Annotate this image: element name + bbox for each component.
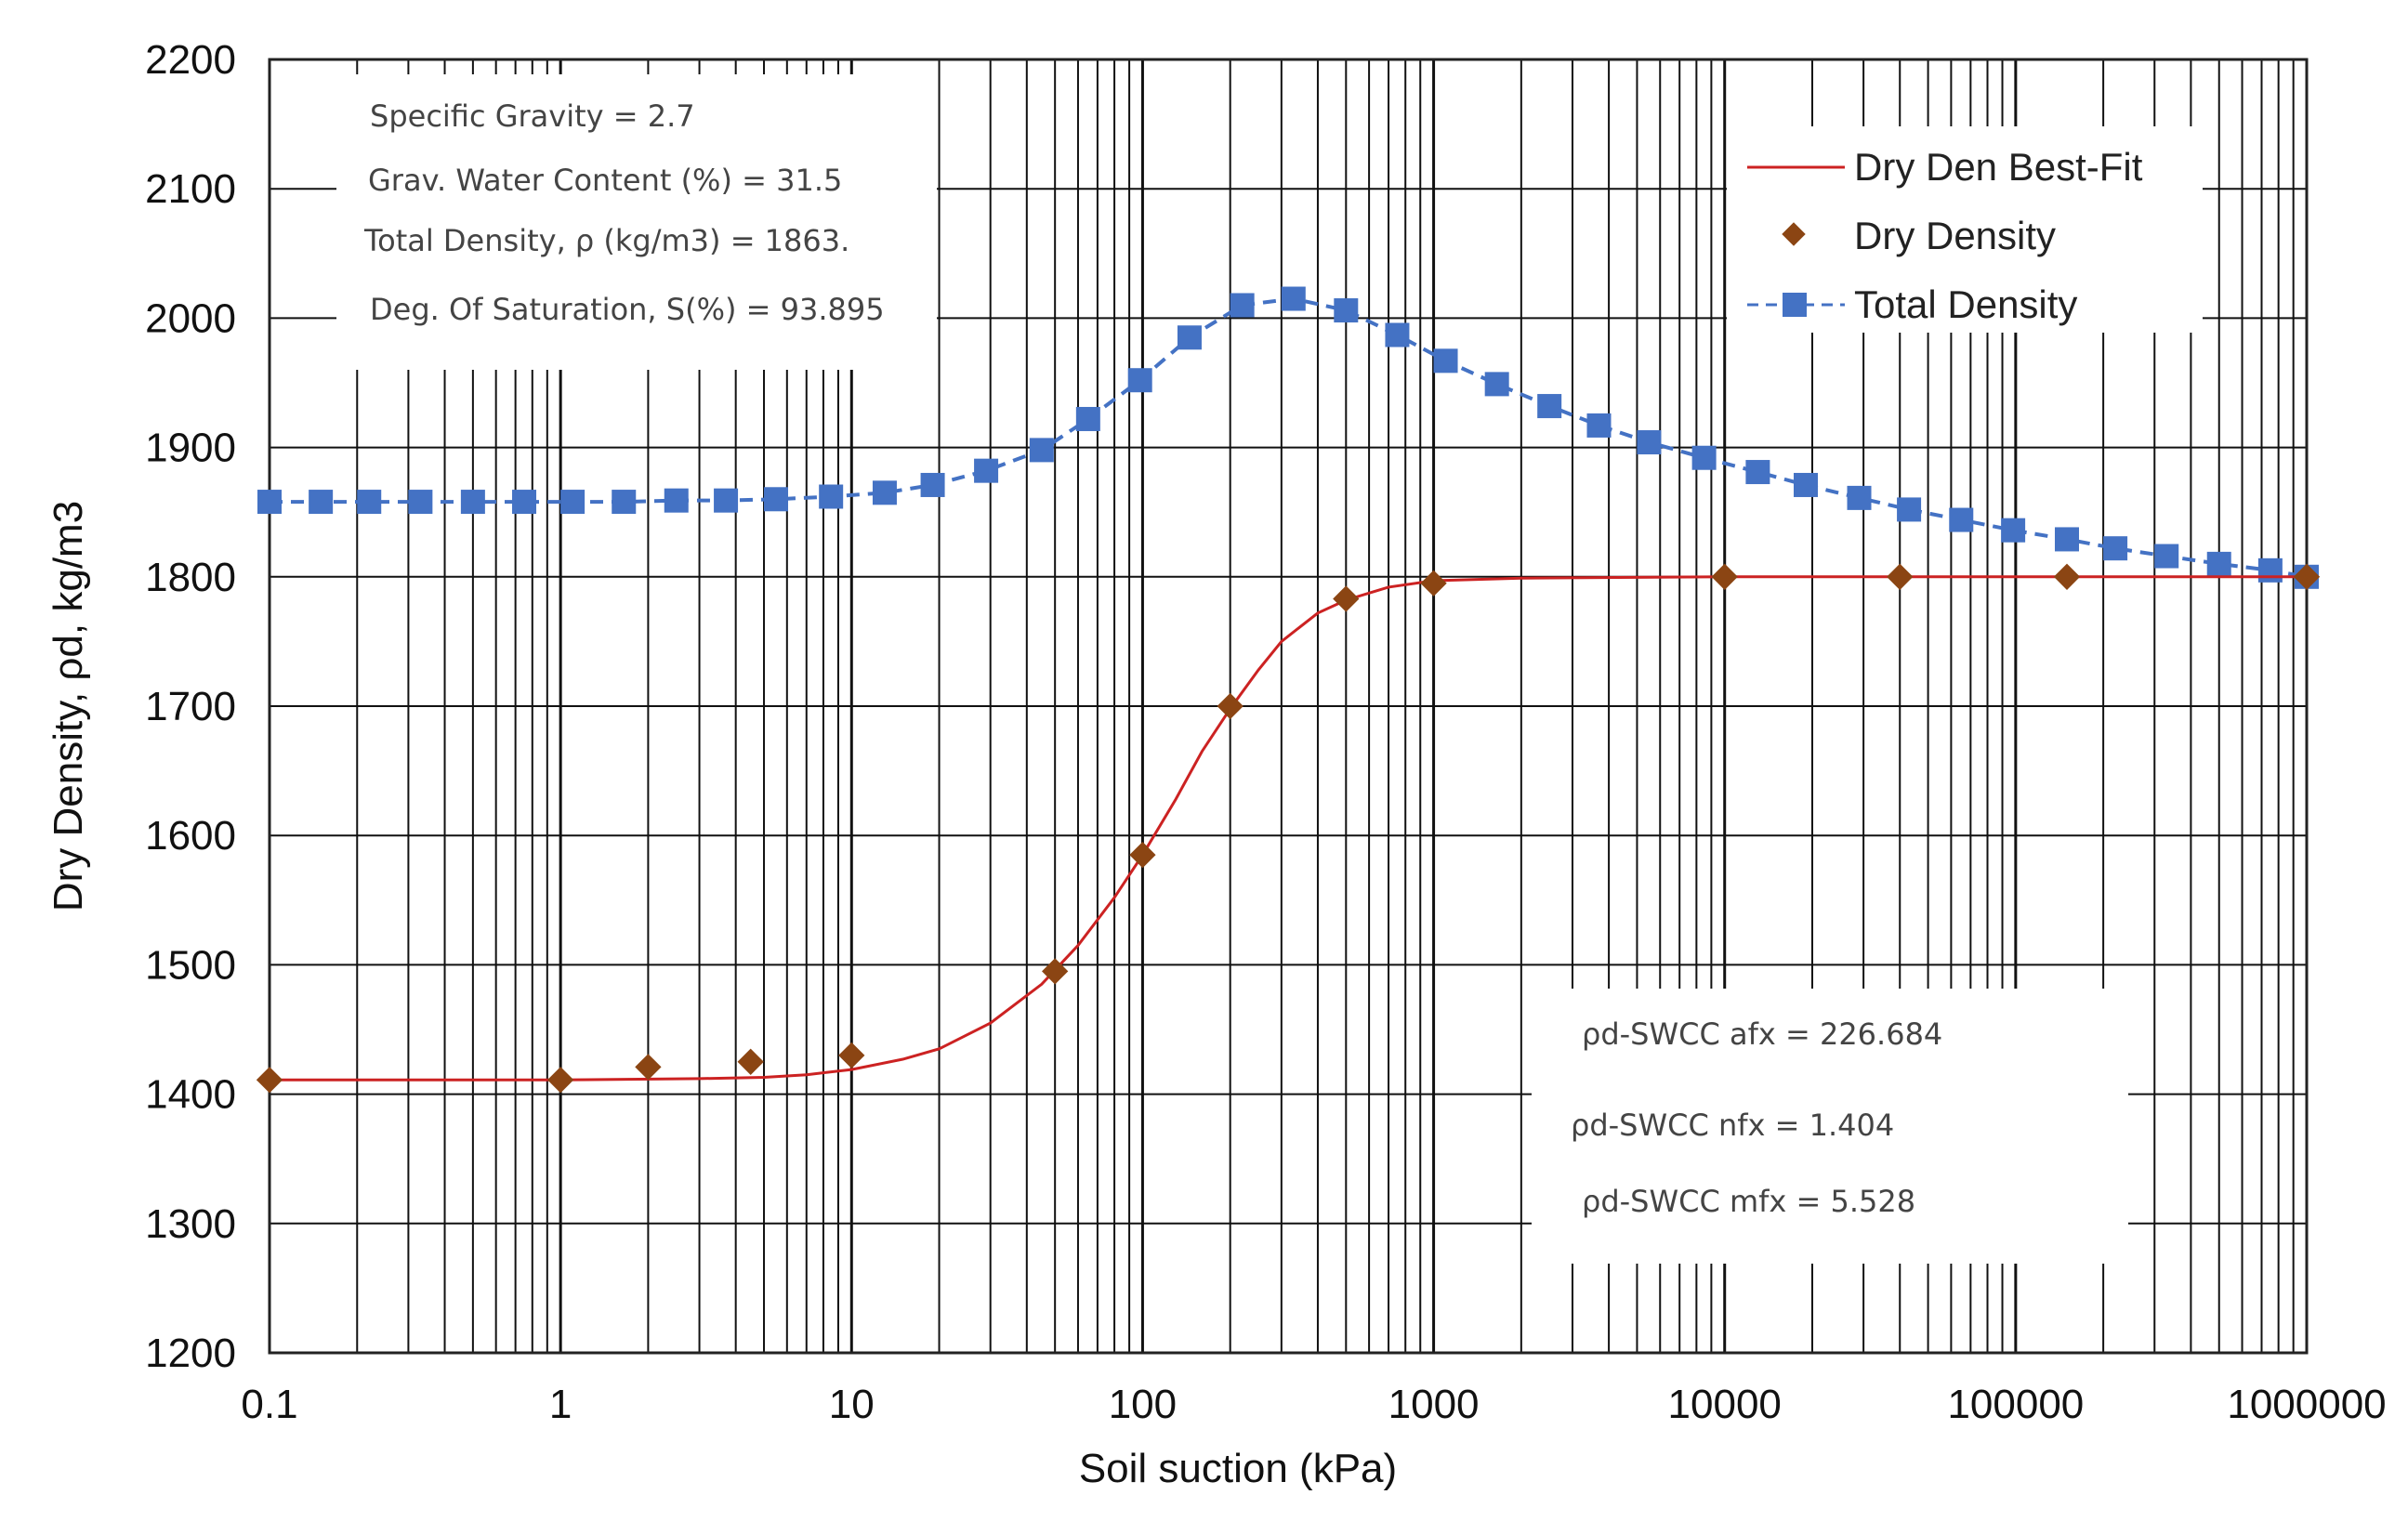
total-density-point — [309, 490, 334, 515]
total-density-point — [1745, 460, 1770, 485]
total-density-point — [460, 490, 485, 515]
x-tick-label-7: 1000000 — [2227, 1382, 2386, 1427]
total-density-point — [512, 490, 537, 515]
total-density-point — [1075, 406, 1100, 431]
x-tick-label-0: 0.1 — [241, 1382, 297, 1427]
total-density-point — [819, 484, 844, 509]
properties-annotation: Specific Gravity = 2.7 Grav. Water Conte… — [336, 74, 937, 370]
y-tick-label-5: 1700 — [145, 684, 236, 729]
dry-density-point — [635, 1054, 662, 1081]
total-density-point — [1334, 298, 1359, 323]
total-density-point — [257, 490, 282, 515]
x-tick-label-2: 10 — [829, 1382, 875, 1427]
y-tick-label-0: 1200 — [145, 1331, 236, 1376]
total-density-point — [763, 487, 788, 512]
total-density-point — [714, 488, 739, 513]
swcc-afx-text: ρd-SWCC afx = 226.684 — [1582, 1016, 1942, 1052]
total-density-point — [1385, 322, 1410, 347]
x-tick-labels: 0.1 1 10 100 1000 10000 100000 1000000 — [241, 1382, 2386, 1427]
total-density-point — [357, 490, 382, 515]
total-density-point — [664, 488, 689, 513]
total-density-point — [2206, 551, 2231, 576]
series-layer — [256, 286, 2321, 1094]
total-density-point — [1177, 325, 1202, 350]
total-density-point — [1794, 472, 1819, 497]
total-density-point — [560, 490, 586, 515]
y-tick-label-7: 1900 — [145, 426, 236, 471]
y-tick-label-3: 1500 — [145, 942, 236, 988]
dry-density-point — [1420, 570, 1447, 597]
swcc-parameters-annotation: ρd-SWCC afx = 226.684 ρd-SWCC nfx = 1.40… — [1532, 989, 2128, 1264]
x-tick-label-6: 100000 — [1947, 1382, 2084, 1427]
x-tick-label-5: 10000 — [1668, 1382, 1782, 1427]
y-tick-label-4: 1600 — [145, 813, 236, 859]
total-density-text: Total Density, ρ (kg/m3) = 1863. — [363, 223, 849, 258]
dry-density-point — [2053, 563, 2081, 590]
dry-density-point — [1217, 692, 1243, 720]
total-density-point — [1586, 413, 1612, 438]
y-tick-label-8: 2000 — [145, 295, 236, 341]
dry-density-point — [737, 1048, 764, 1075]
dry-density-point — [1042, 958, 1069, 985]
dry-density-point — [1711, 563, 1738, 590]
legend-best-fit-label: Dry Den Best-Fit — [1854, 145, 2143, 189]
total-density-point — [1537, 394, 1562, 419]
swcc-mfx-text: ρd-SWCC mfx = 5.528 — [1582, 1184, 1915, 1219]
total-density-point — [872, 480, 897, 505]
dry-density-point — [1129, 841, 1156, 869]
total-density-point — [2103, 536, 2128, 561]
total-density-point — [1637, 430, 1662, 455]
swcc-nfx-text: ρd-SWCC nfx = 1.404 — [1571, 1108, 1894, 1143]
total-density-point — [1897, 497, 1922, 522]
y-tick-label-2: 1400 — [145, 1072, 236, 1118]
total-density-point — [1127, 368, 1152, 393]
total-density-point — [2154, 544, 2179, 569]
total-density-point — [612, 490, 637, 515]
total-density-point — [2001, 518, 2026, 543]
total-density-point — [920, 472, 945, 497]
y-tick-labels: 1200 1300 1400 1500 1600 1700 1800 1900 2000 2100… — [145, 37, 236, 1376]
x-tick-label-3: 100 — [1109, 1382, 1177, 1427]
legend-dry-density-label: Dry Density — [1854, 214, 2056, 257]
y-tick-label-6: 1800 — [145, 555, 236, 600]
total-density-point — [1691, 445, 1717, 470]
dry-density-point — [838, 1042, 865, 1069]
plot-area-frame — [268, 58, 2309, 1355]
total-density-point — [1949, 507, 1974, 532]
specific-gravity-text: Specific Gravity = 2.7 — [370, 98, 695, 134]
y-tick-label-9: 2100 — [145, 166, 236, 212]
total-density-point — [2054, 527, 2079, 552]
swcc-parameters-box — [1532, 989, 2128, 1264]
properties-annotation-box — [336, 74, 937, 370]
total-density-point — [1484, 372, 1509, 397]
total-density-point — [1281, 286, 1306, 311]
x-tick-label-1: 1 — [549, 1382, 572, 1427]
legend-total-density-swatch — [1783, 293, 1807, 317]
saturation-text: Deg. Of Saturation, S(%) = 93.895 — [370, 292, 885, 327]
legend: Dry Den Best-Fit Dry Density Total Densi… — [1727, 126, 2203, 333]
total-density-point — [2257, 557, 2283, 583]
total-density-point — [974, 458, 999, 483]
dry-density-point — [256, 1067, 283, 1094]
total-density-point — [1029, 438, 1054, 463]
total-density-point — [1230, 293, 1255, 318]
dry-density-point — [547, 1067, 574, 1094]
y-tick-label-1: 1300 — [145, 1201, 236, 1247]
total-density-point — [1847, 485, 1872, 510]
x-tick-label-4: 1000 — [1388, 1382, 1480, 1427]
total-density-point — [1433, 348, 1458, 374]
legend-total-density-label: Total Density — [1854, 282, 2077, 326]
dry-density-point — [2293, 563, 2321, 590]
total-density-point — [408, 490, 433, 515]
x-axis-title: Soil suction (kPa) — [1079, 1446, 1397, 1491]
dry-density-point — [1333, 585, 1360, 612]
dry-density-point — [1887, 563, 1914, 590]
water-content-text: Grav. Water Content (%) = 31.5 — [368, 163, 842, 198]
y-axis-title: Dry Density, ρd, kg/m3 — [46, 501, 91, 911]
y-tick-label-10: 2200 — [145, 37, 236, 83]
